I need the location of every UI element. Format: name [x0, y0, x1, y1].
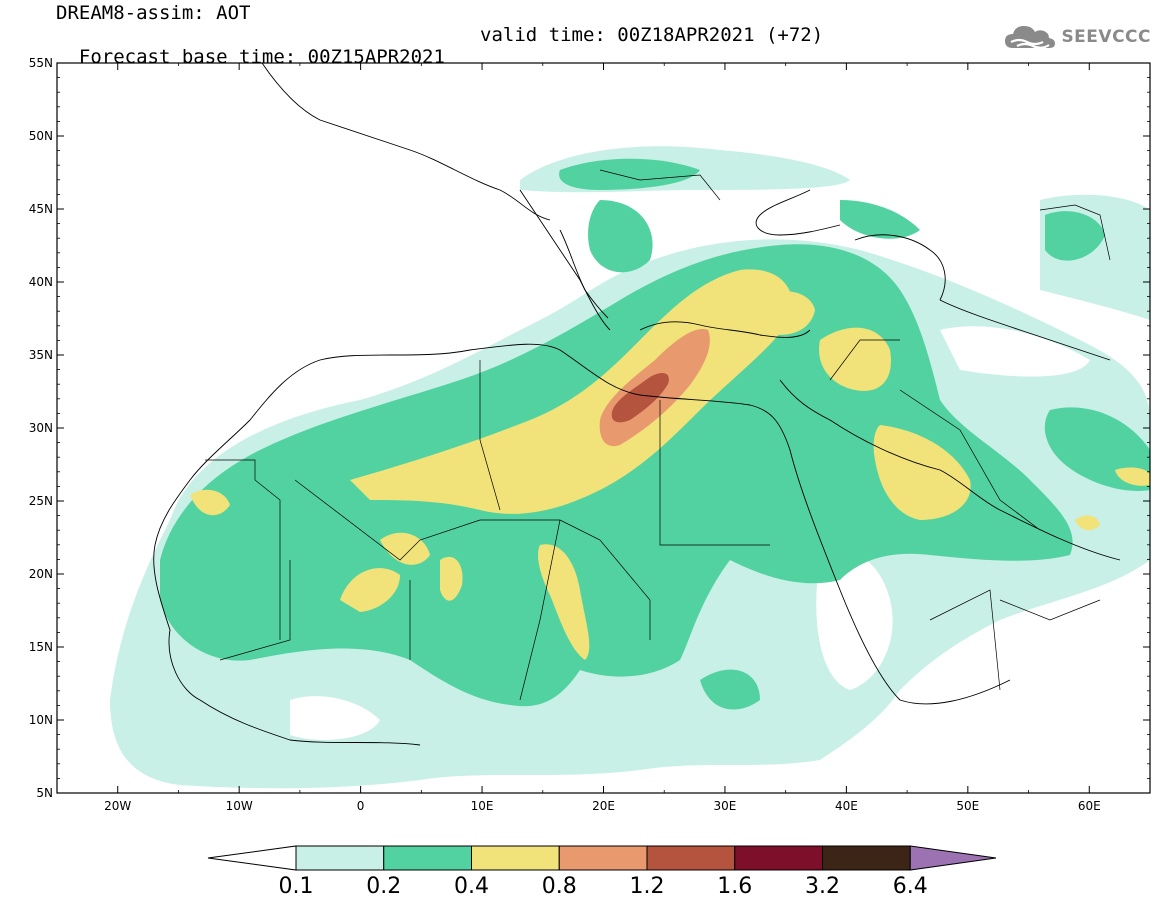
lat-label: 30N [29, 421, 53, 435]
colorbar-box-4 [558, 845, 648, 871]
colorbar-box-6 [734, 845, 823, 871]
lat-label: 15N [29, 640, 53, 654]
colorbar: 0.1 0.2 0.4 0.8 1.2 1.6 3.2 6.4 [207, 845, 997, 899]
lat-label: 25N [29, 494, 53, 508]
lon-label: 10E [471, 799, 494, 813]
aot-band-0.4-0.8 [190, 269, 1150, 660]
lat-label: 20N [29, 567, 53, 581]
colorbar-label-1: 0.1 [279, 874, 314, 899]
colorbar-over-triangle [909, 845, 997, 871]
colorbar-box-1 [295, 845, 385, 871]
lon-label: 10W [226, 799, 253, 813]
colorbar-box-5 [646, 845, 736, 871]
lon-label: 20E [592, 799, 615, 813]
lon-label: 30E [714, 799, 737, 813]
lat-label: 45N [29, 202, 53, 216]
cloud-icon [1005, 26, 1056, 49]
latitude-axis: 55N 50N 45N 40N 35N 30N 25N 20N 15N 10N 5N [29, 56, 1150, 800]
colorbar-label-5: 1.2 [630, 874, 665, 899]
aot-fields [110, 146, 1150, 789]
map-title: DREAM8-assim: AOT [56, 2, 251, 24]
coastlines [153, 63, 1121, 746]
aot-band-1.2-1.6 [611, 372, 669, 423]
lon-label: 0 [357, 799, 365, 813]
colorbar-box-2 [383, 845, 472, 871]
colorbar-box-7 [822, 845, 911, 871]
lat-label: 50N [29, 129, 53, 143]
lon-label: 20W [104, 799, 131, 813]
colorbar-label-4: 0.8 [542, 874, 577, 899]
country-borders [205, 169, 1111, 701]
lat-label: 40N [29, 275, 53, 289]
colorbar-box-3 [471, 845, 560, 871]
lat-label: 5N [36, 786, 53, 800]
colorbar-label-3: 0.4 [454, 874, 489, 899]
forecast-valid-time: valid time: 00Z18APR2021 (+72) [480, 24, 824, 46]
lon-label: 50E [956, 799, 979, 813]
colorbar-label-8: 6.4 [893, 874, 928, 899]
lon-label: 40E [835, 799, 858, 813]
colorbar-label-2: 0.2 [366, 874, 401, 899]
colorbar-label-7: 3.2 [805, 874, 840, 899]
lat-label: 10N [29, 713, 53, 727]
colorbar-label-6: 1.6 [717, 874, 752, 899]
lon-label: 60E [1078, 799, 1101, 813]
lat-label: 35N [29, 348, 53, 362]
seevccc-logo: SEEVCCC [1003, 22, 1151, 52]
longitude-axis: 20W 10W 0 10E 20E 30E 40E 50E 60E [56, 63, 1151, 813]
lat-label: 55N [29, 56, 53, 70]
colorbar-under-triangle [207, 845, 297, 871]
logo-text: SEEVCCC [1061, 27, 1151, 47]
